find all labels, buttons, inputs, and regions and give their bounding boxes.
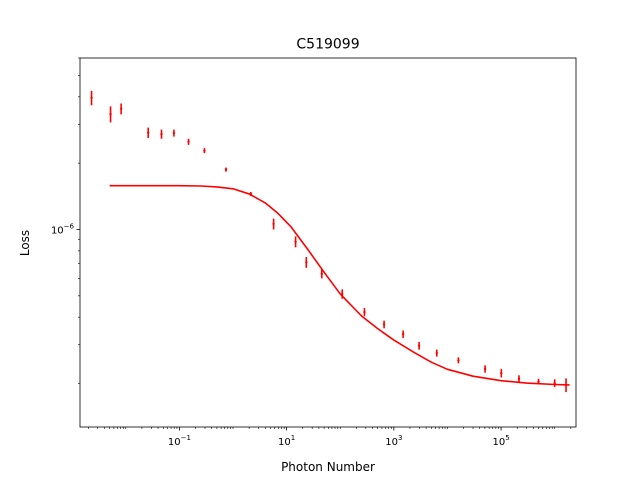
data-point: [272, 222, 275, 226]
y-tick-label: 10−6: [51, 222, 75, 236]
data-point: [382, 323, 386, 326]
data-point: [457, 359, 460, 362]
data-point: [187, 140, 190, 143]
data-point: [417, 344, 421, 347]
data-point: [172, 131, 176, 135]
chart-title: C519099: [296, 37, 359, 53]
data-point: [294, 240, 297, 243]
data-point: [119, 107, 123, 110]
x-tick-label: 105: [492, 434, 509, 448]
x-tick-label: 10−1: [168, 434, 191, 448]
data-point: [147, 131, 150, 134]
x-tick-label: 101: [278, 434, 295, 448]
data-point: [500, 371, 503, 375]
data-point: [363, 310, 366, 314]
data-point: [224, 168, 228, 171]
data-point: [537, 380, 540, 383]
data-point: [160, 132, 163, 136]
axes-frame: [79, 57, 577, 428]
axes: 10−1 101 103 105 10−6: [51, 57, 577, 448]
x-axis-label: Photon Number: [281, 460, 375, 474]
data-point: [483, 367, 487, 371]
data-point: [517, 377, 521, 381]
fit-line: [109, 184, 570, 386]
data-point: [305, 261, 308, 264]
data-point: [203, 149, 206, 152]
x-tick-label: 103: [385, 434, 402, 448]
data-point: [435, 351, 438, 355]
y-axis-label: Loss: [18, 230, 32, 256]
plot-area: [90, 90, 570, 393]
data-point: [401, 332, 405, 336]
data-point: [90, 96, 93, 99]
data-point: [553, 381, 556, 385]
data-point: [109, 112, 112, 116]
data-point: [320, 272, 323, 275]
